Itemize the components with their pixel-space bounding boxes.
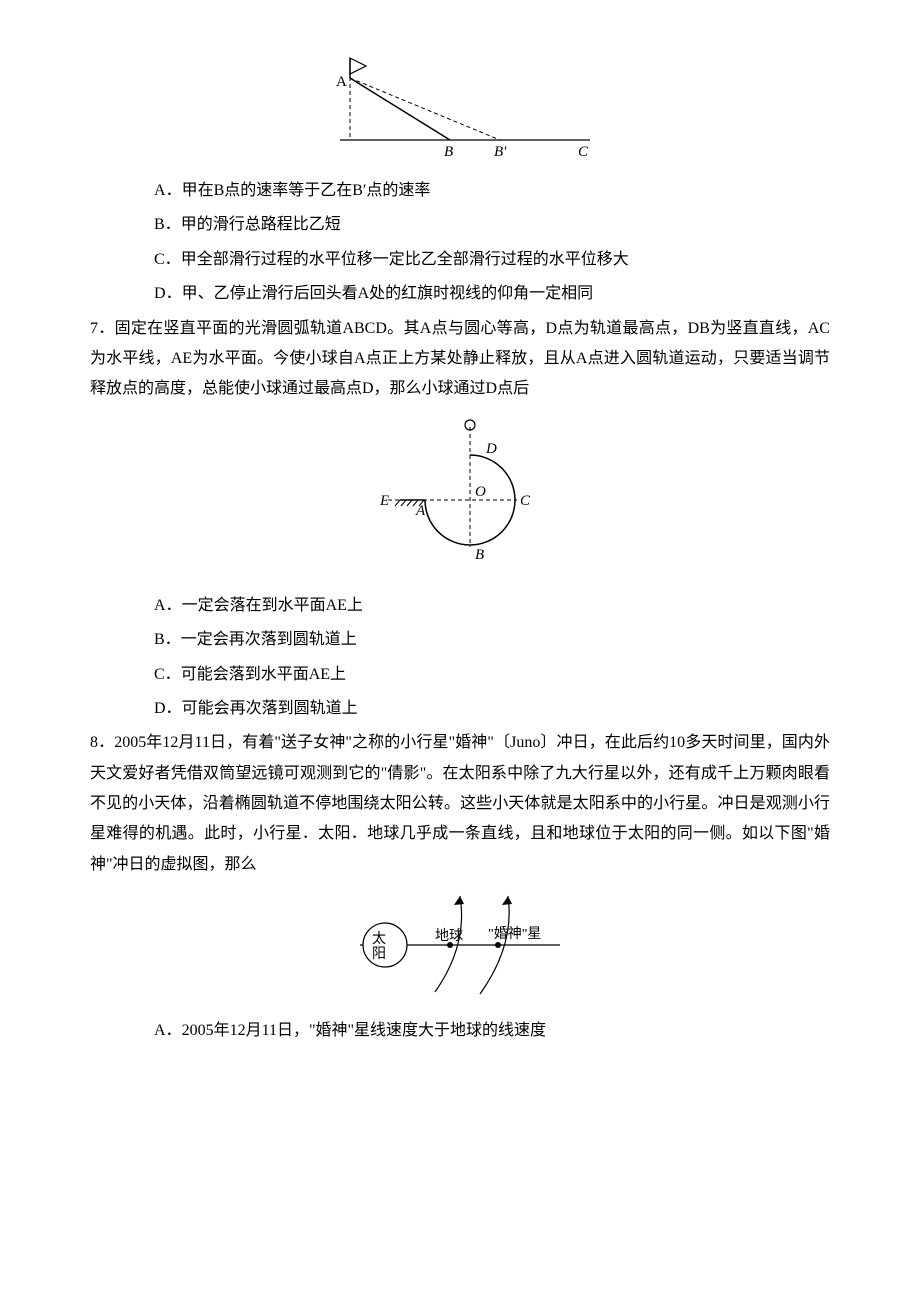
figure-circle-track: D C B A E O bbox=[350, 415, 570, 575]
opt-label: D． bbox=[154, 700, 182, 717]
opt-label: C bbox=[154, 251, 165, 268]
figure-incline: A B B′ C bbox=[310, 50, 610, 160]
q7-optB: B．一定会再次落到圆轨道上 bbox=[154, 625, 830, 655]
q7-options: A．一定会落在到水平面AE上 B．一定会再次落到圆轨道上 C．可能会落到水平面A… bbox=[90, 591, 830, 725]
opt-label: A． bbox=[154, 1022, 182, 1039]
label-D: D bbox=[485, 441, 497, 457]
q7-optD: D．可能会再次落到圆轨道上 bbox=[154, 694, 830, 724]
opt-text: 2005年12月11日，"婚神"星线速度大于地球的线速度 bbox=[182, 1022, 546, 1039]
q7-number: 7． bbox=[90, 320, 115, 337]
label-sun-2: 阳 bbox=[372, 946, 386, 962]
opt-label: B． bbox=[154, 631, 181, 648]
label-E: E bbox=[379, 493, 389, 509]
label-sun-1: 太 bbox=[372, 931, 386, 947]
page: A B B′ C A．甲在B点的速率等于乙在B′点的速率 B．甲的滑行总路程比乙… bbox=[0, 0, 920, 1111]
q8: 8．2005年12月11日，有着"送子女神"之称的小行星"婚神"〔Juno〕冲日… bbox=[90, 728, 830, 880]
opt-label: C． bbox=[154, 666, 181, 683]
opt-text: 可能会落到水平面AE上 bbox=[181, 666, 346, 683]
label-A: A bbox=[336, 74, 347, 90]
q6-optA: A．甲在B点的速率等于乙在B′点的速率 bbox=[154, 176, 830, 206]
q7-optC: C．可能会落到水平面AE上 bbox=[154, 660, 830, 690]
q8-body: 2005年12月11日，有着"送子女神"之称的小行星"婚神"〔Juno〕冲日，在… bbox=[90, 734, 830, 873]
q8-options: A．2005年12月11日，"婚神"星线速度大于地球的线速度 bbox=[90, 1016, 830, 1046]
label-C: C bbox=[578, 144, 589, 160]
q8-number: 8． bbox=[90, 734, 114, 751]
opt-label: A bbox=[154, 182, 166, 199]
label-C: C bbox=[520, 493, 531, 509]
q6-options: A．甲在B点的速率等于乙在B′点的速率 B．甲的滑行总路程比乙短 C．甲全部滑行… bbox=[90, 176, 830, 310]
q6-optC: C．甲全部滑行过程的水平位移一定比乙全部滑行过程的水平位移大 bbox=[154, 245, 830, 275]
opt-text: 甲在B点的速率等于乙在B′点的速率 bbox=[182, 182, 431, 199]
q7-optA: A．一定会落在到水平面AE上 bbox=[154, 591, 830, 621]
q7: 7．固定在竖直平面的光滑圆弧轨道ABCD。其A点与圆心等高，D点为轨道最高点，D… bbox=[90, 314, 830, 405]
label-juno: "婚神"星 bbox=[488, 926, 541, 942]
label-O: O bbox=[475, 484, 486, 500]
q8-optA: A．2005年12月11日，"婚神"星线速度大于地球的线速度 bbox=[154, 1016, 830, 1046]
opt-text: 甲的滑行总路程比乙短 bbox=[181, 216, 341, 233]
label-B: B bbox=[475, 547, 484, 563]
label-B: B bbox=[444, 144, 453, 160]
q6-optB: B．甲的滑行总路程比乙短 bbox=[154, 210, 830, 240]
q7-body: 固定在竖直平面的光滑圆弧轨道ABCD。其A点与圆心等高，D点为轨道最高点，DB为… bbox=[90, 320, 830, 398]
q6-optD: D．甲、乙停止滑行后回头看A处的红旗时视线的仰角一定相同 bbox=[154, 279, 830, 309]
opt-text: 一定会再次落到圆轨道上 bbox=[181, 631, 357, 648]
opt-text: 可能会再次落到圆轨道上 bbox=[182, 700, 358, 717]
opt-text: 一定会落在到水平面AE上 bbox=[182, 597, 363, 614]
opt-text: 甲全部滑行过程的水平位移一定比乙全部滑行过程的水平位移大 bbox=[181, 251, 629, 268]
opt-label: B bbox=[154, 216, 165, 233]
figure-juno-opposition: 太 阳 地球 "婚神"星 bbox=[330, 890, 590, 1000]
label-Bp: B′ bbox=[494, 144, 507, 160]
label-A: A bbox=[415, 503, 426, 519]
opt-text: 甲、乙停止滑行后回头看A处的红旗时视线的仰角一定相同 bbox=[182, 285, 594, 302]
opt-label: D bbox=[154, 285, 166, 302]
opt-label: A． bbox=[154, 597, 182, 614]
